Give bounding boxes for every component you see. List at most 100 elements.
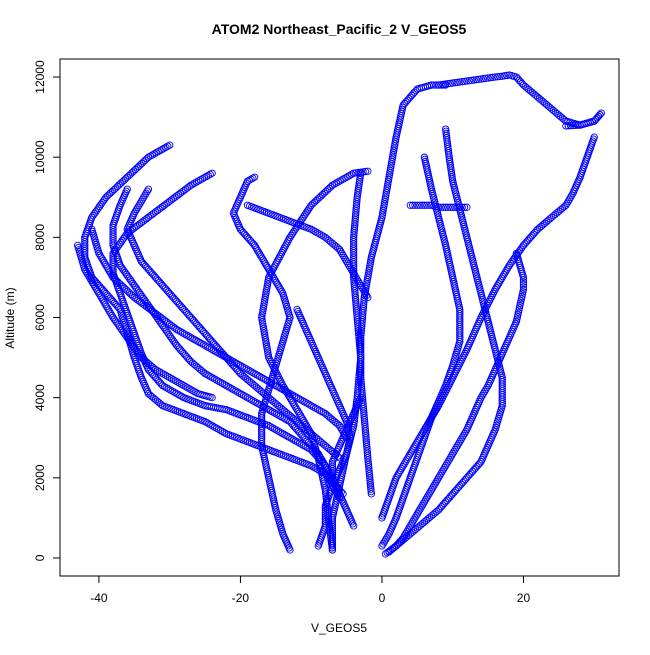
data-point [347,265,355,274]
data-point [115,322,124,331]
data-point [321,233,329,241]
data-point [243,394,252,402]
data-point [248,368,256,376]
data-point [353,275,361,284]
data-point [275,254,283,262]
data-point [519,278,528,286]
data-point [380,538,388,546]
data-point [300,212,308,221]
data-point [162,143,170,152]
data-point [243,201,252,209]
data-point [409,444,418,452]
data-point [361,289,370,298]
data-point [452,444,460,452]
data-point [158,145,166,154]
data-point [413,510,421,518]
data-point [230,386,238,394]
data-point [477,75,485,83]
data-point [317,407,326,416]
data-point [278,413,286,421]
flight-track [123,185,344,462]
data-point [338,176,346,184]
data-point [94,204,102,212]
data-point [261,403,269,412]
data-point [130,281,138,290]
data-point [307,462,315,470]
data-point [398,463,407,471]
data-point [161,325,169,333]
data-point [118,236,126,245]
data-point [200,173,209,182]
data-point [221,353,229,361]
data-point [90,210,99,218]
data-point [463,426,471,434]
data-point [508,258,516,266]
data-point [128,341,137,349]
data-point [334,178,342,186]
data-point [437,81,445,89]
data-point [336,177,344,185]
data-point [162,327,171,335]
data-point [157,400,165,408]
data-point [131,283,140,291]
data-point [214,377,223,385]
data-point [208,394,216,402]
data-point [87,276,95,285]
data-point [413,201,421,209]
data-point [99,257,107,265]
data-point [265,406,273,414]
data-point [280,245,288,253]
data-point [246,367,254,375]
data-point [418,502,426,510]
data-point [437,470,445,478]
data-point [446,203,455,211]
data-point [403,455,411,463]
data-point [509,256,517,264]
data-point [265,378,274,386]
data-point [143,300,151,308]
data-point [323,235,331,243]
data-point [462,428,470,436]
data-point [300,398,308,406]
data-point [281,387,289,395]
data-point [384,532,392,540]
data-point [328,469,337,477]
data-point [262,262,271,270]
data-point [131,344,139,353]
data-point [444,203,452,211]
data-point [332,179,340,187]
data-point [178,329,187,337]
data-point [166,332,174,341]
data-point [270,264,278,272]
data-point [445,456,453,464]
data-point [212,376,221,384]
data-point [309,463,317,471]
data-point [236,361,245,370]
data-point [117,238,125,247]
data-point [427,486,436,494]
data-point [285,235,293,243]
plot-frame [59,58,620,577]
data-point [328,474,337,482]
data-point [478,391,486,400]
data-point [252,370,260,378]
data-point [203,419,211,427]
data-point [180,330,189,338]
data-point [109,313,117,322]
data-point [198,340,206,348]
data-point [172,389,180,397]
data-point [121,330,129,338]
data-point [277,250,285,259]
data-point [440,464,449,472]
data-point [126,276,135,284]
data-point [285,389,293,397]
data-point [400,461,408,469]
data-point [493,282,501,290]
data-point [245,176,253,184]
data-point [270,425,279,433]
data-point [408,518,417,526]
data-point [101,260,110,269]
data-point [492,283,500,292]
data-point [238,227,246,235]
data-point [95,249,103,258]
